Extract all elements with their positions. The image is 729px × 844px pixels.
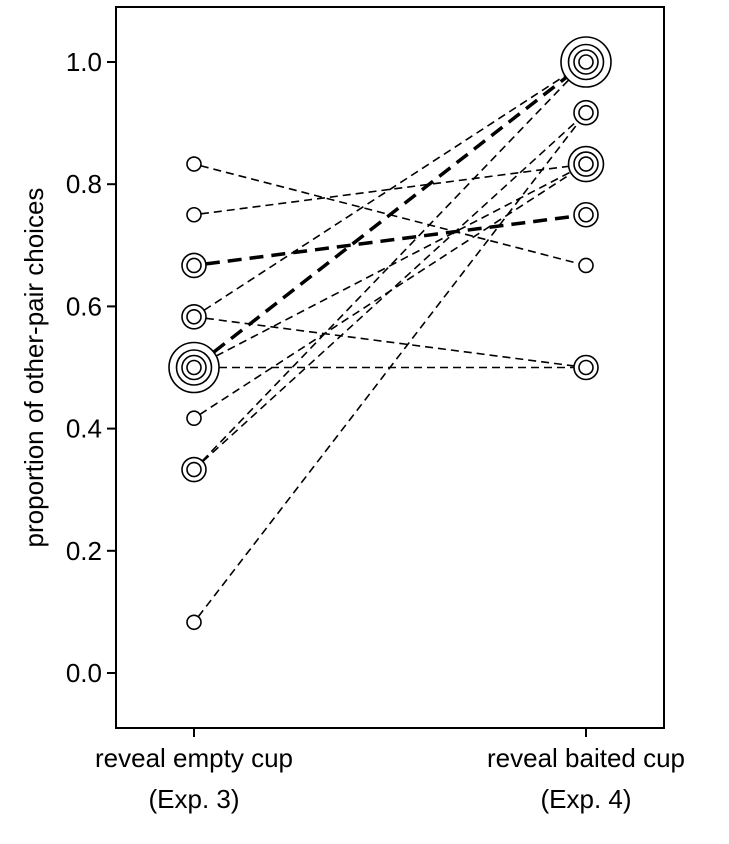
pair-line-7 — [215, 171, 571, 357]
pair-line-3 — [205, 214, 575, 266]
empty-point-8 — [186, 156, 202, 172]
baited-point-4 — [567, 145, 605, 183]
y-tick-label-5: 1.0 — [66, 47, 102, 77]
data-points — [168, 36, 612, 631]
empty-point-5 — [181, 303, 207, 330]
y-tick-label-1: 0.2 — [66, 536, 102, 566]
baited-point-6 — [560, 36, 612, 88]
y-tick-label-0: 0.0 — [66, 658, 102, 688]
pair-line-5 — [205, 317, 575, 367]
plot-frame — [115, 6, 665, 729]
empty-point-1 — [186, 614, 202, 631]
y-axis-title: proportion of other-pair choices — [19, 188, 49, 548]
pair-line-11 — [201, 79, 570, 462]
y-axis: 0.0 0.2 0.4 0.6 0.8 1.0 — [66, 47, 116, 688]
y-tick-label-3: 0.6 — [66, 291, 102, 321]
empty-point-2 — [181, 456, 207, 483]
empty-point-3 — [186, 410, 202, 427]
empty-point-6 — [181, 252, 207, 279]
baited-point-2 — [578, 257, 594, 274]
baited-point-1 — [573, 354, 599, 381]
pair-line-10 — [202, 120, 578, 463]
baited-point-3 — [573, 201, 599, 228]
empty-point-4 — [168, 341, 220, 394]
pair-lines — [197, 74, 580, 618]
category-label-0-line1: reveal empty cup — [95, 743, 293, 773]
category-label-1-line1: reveal baited cup — [487, 743, 685, 773]
category-label-1-line2: (Exp. 4) — [540, 784, 631, 814]
y-tick-label-2: 0.4 — [66, 414, 102, 444]
pair-line-9 — [199, 172, 572, 416]
pair-line-6 — [212, 75, 568, 354]
pair-line-12 — [197, 121, 580, 618]
category-label-0-line2: (Exp. 3) — [148, 784, 239, 814]
empty-point-7 — [186, 206, 202, 223]
pair-line-4 — [203, 74, 566, 311]
pair-line-2 — [200, 165, 569, 215]
baited-point-5 — [573, 99, 599, 126]
x-axis-categories: reveal empty cup (Exp. 3) reveal baited cu… — [95, 728, 685, 814]
y-tick-label-4: 0.8 — [66, 169, 102, 199]
